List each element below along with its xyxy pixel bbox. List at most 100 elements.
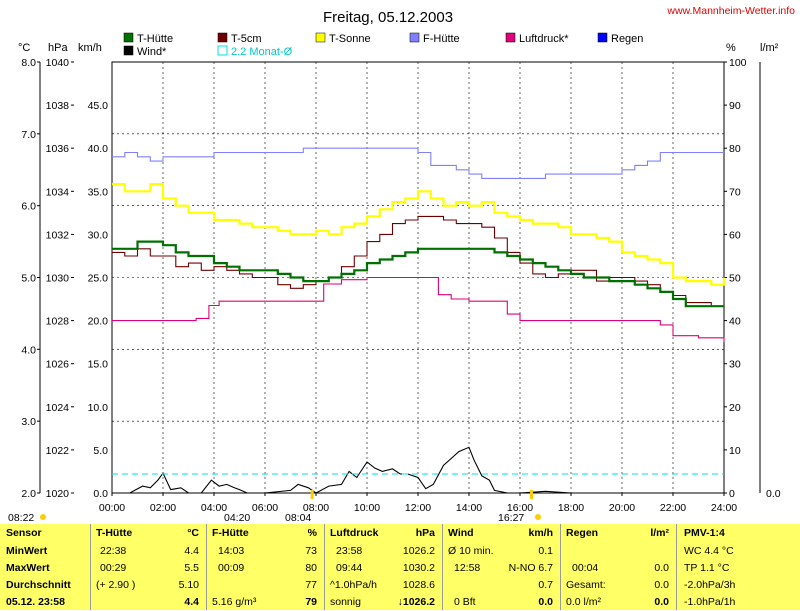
hpa-unit-label: hPa [48,42,68,54]
series-line-t-sonne [112,183,726,286]
percent-tick-label: 70 [729,186,741,198]
percent-unit-label: % [726,42,736,54]
x-tick-label: 20:00 [609,502,635,514]
t-huette-current: 4.4 [184,596,199,608]
f-huette-current: 79 [305,596,317,608]
legend-label: T-Hütte [137,33,173,45]
wind-unit: km/h [528,527,553,539]
axes: 2.03.04.05.06.07.08.01020102210241026102… [21,57,780,514]
luftdruck-min-time: 23:58 [336,545,363,557]
site-link[interactable]: www.Mannheim-Wetter.info [666,5,795,17]
celsius-tick-label: 7.0 [21,129,36,141]
luftdruck-avg-value: 1028.6 [402,579,435,591]
hpa-tick-label: 1040 [46,57,70,69]
series-line-t-5cm [112,215,724,307]
legend-item: Luftdruck* [505,32,569,45]
bottom-markers [310,490,533,499]
legend-item: 2.2 Monat-Ø [217,45,293,58]
percent-tick-label: 60 [729,229,741,241]
regen-unit: l/m² [650,527,669,539]
luftdruck-forecast: sonnig [330,596,361,608]
luftdruck-current: ↓1026.2 [397,596,435,608]
hpa-tick-label: 1036 [46,143,70,155]
t-huette-avg-value: 5.10 [178,579,199,591]
kmh-tick-label: 45.0 [88,100,109,112]
minwert-label: MinWert [6,545,48,557]
x-tick-label: 00:00 [99,502,125,514]
f-huette-column: F-Hütte % 14:03 73 00:09 80 77 5.16 g/m³… [208,524,322,610]
luftdruck-max-time: 09:44 [336,562,363,574]
percent-tick-label: 20 [729,402,741,414]
hpa-tick-label: 1026 [46,359,70,371]
hpa-tick-label: 1038 [46,100,70,112]
f-huette-min-time: 14:03 [218,545,245,557]
x-tick-label: 04:00 [201,502,227,514]
sun-icon [40,514,46,520]
series-line-f-h-tte [112,147,724,179]
legend-item: F-Hütte [409,32,460,45]
sunrise-label: 08:22 [8,512,34,524]
kmh-tick-label: 40.0 [88,143,109,155]
pmv-trend-1h: -1.0hPa/1h [684,596,736,608]
pmv-windchill: WC 4.4 °C [684,545,734,557]
legend-swatch [217,32,228,43]
kmh-tick-label: 15.0 [88,359,109,371]
percent-tick-label: 50 [729,273,741,285]
sensor-column: Sensor MinWert MaxWert Durchschnitt 05.1… [6,524,90,610]
series-line-wind [112,446,724,494]
wind-max-time: 12:58 [454,562,481,574]
wind-header: Wind [448,527,474,539]
legend-label: Luftdruck* [519,33,569,45]
f-huette-unit: % [307,527,317,539]
f-huette-max-time: 00:09 [218,562,245,574]
t-huette-min-value: 4.4 [184,545,199,557]
wind-max-value: N-NO 6.7 [508,562,553,574]
t-huette-max-value: 5.5 [184,562,199,574]
pmv-header: PMV-1:4 [684,527,725,539]
wind-daily-avg: 0.7 [538,579,553,591]
pmv-trend-3h: -2.0hPa/3h [684,579,736,591]
series-group [112,147,726,494]
celsius-tick-label: 4.0 [21,344,36,356]
x-tick-label: 14:00 [456,502,482,514]
x-tick-label: 06:00 [252,502,278,514]
f-huette-max-value: 80 [305,562,317,574]
legend-swatch [505,32,516,43]
kmh-tick-label: 10.0 [88,402,109,414]
hpa-tick-label: 1022 [46,445,70,457]
current-time-label: 05.12. 23:58 [6,596,65,608]
celsius-tick-label: 8.0 [21,57,36,69]
legend-item: T-Hütte [123,32,173,45]
regen-header: Regen [566,527,599,539]
percent-tick-label: 10 [729,445,741,457]
hpa-tick-label: 1030 [46,273,70,285]
series-line-luftdruck [112,276,725,343]
luftdruck-min-value: 1026.2 [402,545,435,557]
t-huette-column: T-Hütte °C 22:38 4.4 00:29 5.5 (+ 2.90 )… [92,524,204,610]
x-tick-label: 16:00 [507,502,533,514]
wind-column: Wind km/h Ø 10 min. 0.1 12:58 N-NO 6.7 0… [444,524,558,610]
t-huette-deviation: (+ 2.90 ) [96,579,136,591]
celsius-tick-label: 2.0 [21,488,36,500]
legend-label: Wind* [137,46,167,58]
x-tick-label: 22:00 [660,502,686,514]
wind-current: 0.0 [538,596,553,608]
f-huette-avg-value: 77 [305,579,317,591]
kmh-tick-label: 0.0 [93,488,108,500]
x-tick-label: 08:00 [303,502,329,514]
legend-swatch [315,32,326,43]
hpa-tick-label: 1028 [46,316,70,328]
pmv-column: PMV-1:4 WC 4.4 °C TP 1.1 °C -2.0hPa/3h -… [678,524,798,610]
legend-swatch [597,32,608,43]
maxwert-label: MaxWert [6,562,50,574]
regen-amount: 0.0 l/m² [566,596,602,608]
kmh-tick-label: 5.0 [93,445,108,457]
legend-label: Regen [611,33,643,45]
regen-total-value: 0.0 [654,579,669,591]
wind-beaufort: 0 Bft [454,596,476,608]
f-huette-header: F-Hütte [212,527,249,539]
series-line-t-h-tte [112,240,724,308]
t-huette-min-time: 22:38 [100,545,127,557]
regen-max-time: 00:04 [572,562,599,574]
hpa-tick-label: 1032 [46,229,70,241]
